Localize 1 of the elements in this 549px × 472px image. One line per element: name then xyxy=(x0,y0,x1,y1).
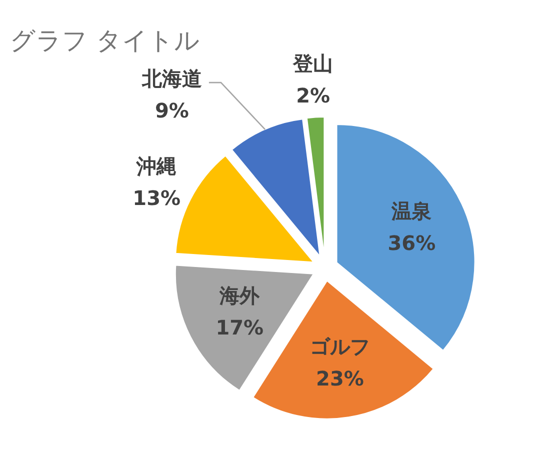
title: グラフ タイトル xyxy=(10,26,200,55)
